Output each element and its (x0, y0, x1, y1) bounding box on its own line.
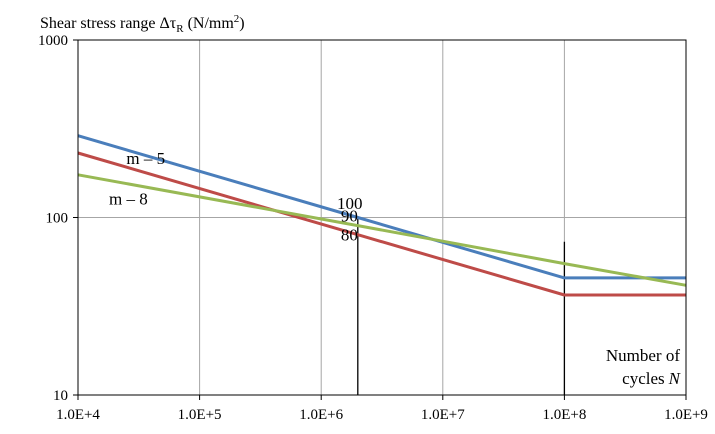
series-line (77, 134, 686, 280)
x-tick-label: 1.0E+9 (664, 407, 708, 423)
annotation-label: m – 8 (109, 190, 148, 209)
series-lines (77, 134, 687, 297)
x-tick-label: 1.0E+8 (542, 407, 586, 423)
x-axis-label-line1: Number of (606, 346, 680, 365)
x-tick-label: 1.0E+6 (299, 407, 343, 423)
y-tick-label: 100 (46, 211, 69, 227)
y-tick-label: 1000 (38, 33, 68, 49)
x-axis-label-cycles: cycles (622, 369, 664, 388)
title-main: Shear stress range Δτ (40, 15, 177, 32)
title-unit-end: ) (239, 15, 244, 32)
annotation-label: 90 (341, 206, 358, 225)
annotation-label: m – 5 (126, 149, 165, 168)
annotation-label: 80 (341, 226, 358, 245)
x-tick-labels: 1.0E+4 1.0E+5 1.0E+6 1.0E+7 1.0E+8 1.0E+9 (56, 395, 708, 423)
y-tick-labels: 10 100 1000 (38, 33, 78, 404)
series-line (77, 151, 686, 297)
title-subscript: R (176, 23, 184, 35)
reference-lines (357, 217, 566, 395)
grid-lines (77, 39, 687, 396)
series-line (77, 173, 687, 287)
title-unit-sup: 2 (234, 13, 240, 25)
title-unit: (N/mm (188, 15, 235, 32)
x-axis-label-var: N (668, 369, 682, 388)
y-tick-label: 10 (53, 388, 68, 404)
x-axis-label-line2: cycles N (622, 369, 681, 388)
x-tick-label: 1.0E+5 (178, 407, 222, 423)
x-tick-label: 1.0E+4 (56, 407, 100, 423)
annotation-label: 100 (337, 194, 363, 213)
x-tick-label: 1.0E+7 (421, 407, 465, 423)
chart-title: Shear stress range ΔτR (N/mm2) (40, 13, 245, 35)
